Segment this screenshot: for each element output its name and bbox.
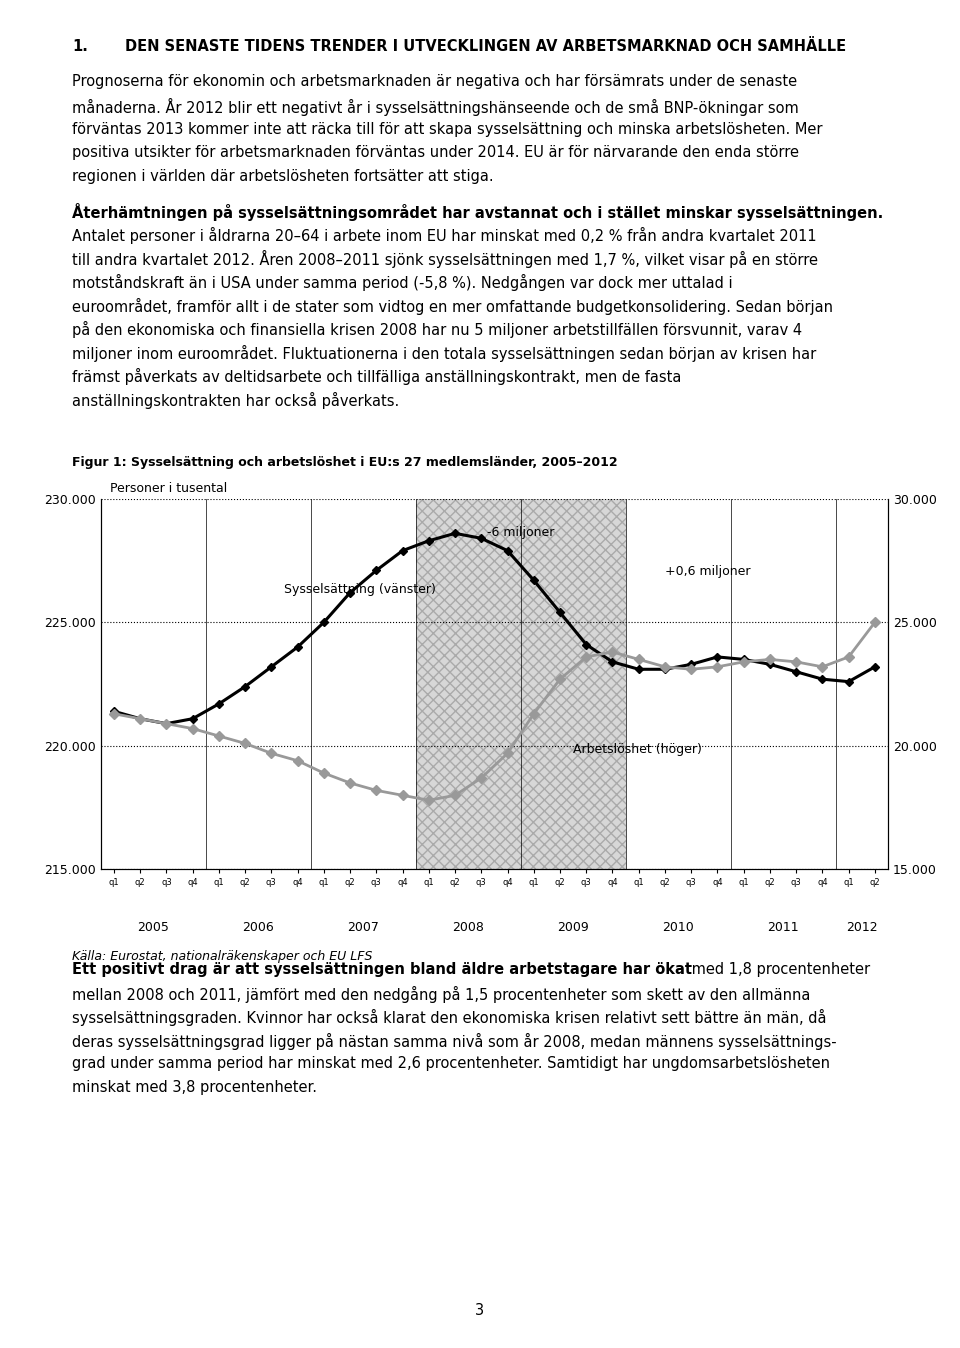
Text: på den ekonomiska och finansiella krisen 2008 har nu 5 miljoner arbetstillfällen: på den ekonomiska och finansiella krisen… [72,321,803,338]
Text: Antalet personer i åldrarna 20–64 i arbete inom EU har minskat med 0,2 % från an: Antalet personer i åldrarna 20–64 i arbe… [72,226,817,244]
Text: 3: 3 [475,1304,485,1318]
Text: förväntas 2013 kommer inte att räcka till för att skapa sysselsättning och minsk: förväntas 2013 kommer inte att räcka til… [72,121,823,136]
Text: 2012: 2012 [846,921,877,934]
Text: 2005: 2005 [137,921,169,934]
Text: 2006: 2006 [242,921,275,934]
Text: 1.: 1. [72,39,88,54]
Bar [416,499,626,869]
Text: motståndskraft än i USA under samma period (-5,8 %). Nedgången var dock mer utta: motståndskraft än i USA under samma peri… [72,274,732,291]
Text: Källa: Eurostat, nationalräkenskaper och EU LFS: Källa: Eurostat, nationalräkenskaper och… [72,950,372,964]
Text: Sysselsättning (vänster): Sysselsättning (vänster) [284,582,437,596]
Text: med 1,8 procentenheter: med 1,8 procentenheter [687,962,870,977]
Text: sysselsättningsgraden. Kvinnor har också klarat den ekonomiska krisen relativt s: sysselsättningsgraden. Kvinnor har också… [72,1010,827,1026]
Text: Prognoserna för ekonomin och arbetsmarknaden är negativa och har försämrats unde: Prognoserna för ekonomin och arbetsmarkn… [72,74,797,89]
Text: mellan 2008 och 2011, jämfört med den nedgång på 1,5 procentenheter som skett av: mellan 2008 och 2011, jämfört med den ne… [72,985,810,1003]
Text: anställningskontrakten har också påverkats.: anställningskontrakten har också påverka… [72,392,399,408]
Text: miljoner inom euroområdet. Fluktuationerna i den totala sysselsättningen sedan b: miljoner inom euroområdet. Fluktuationer… [72,345,816,361]
Bar [416,499,626,869]
Text: Arbetslöshet (höger): Arbetslöshet (höger) [573,743,702,756]
Text: månaderna. År 2012 blir ett negativt år i sysselsättningshänseende och de små BN: månaderna. År 2012 blir ett negativt år … [72,98,799,116]
Text: Återhämtningen på sysselsättningsområdet har avstannat och i stället minskar sys: Återhämtningen på sysselsättningsområdet… [72,204,883,221]
Text: 2011: 2011 [767,921,799,934]
Text: minskat med 3,8 procentenheter.: minskat med 3,8 procentenheter. [72,1080,317,1095]
Text: Ett positivt drag är att sysselsättningen bland äldre arbetstagare har ökat: Ett positivt drag är att sysselsättninge… [72,962,692,977]
Text: 2007: 2007 [348,921,379,934]
Text: till andra kvartalet 2012. Åren 2008–2011 sjönk sysselsättningen med 1,7 %, vilk: till andra kvartalet 2012. Åren 2008–201… [72,251,818,268]
Text: +0,6 miljoner: +0,6 miljoner [665,565,751,578]
Text: deras sysselsättningsgrad ligger på nästan samma nivå som år 2008, medan männens: deras sysselsättningsgrad ligger på näst… [72,1033,836,1050]
Text: 2008: 2008 [452,921,484,934]
Text: regionen i världen där arbetslösheten fortsätter att stiga.: regionen i världen där arbetslösheten fo… [72,168,493,183]
Text: Figur 1: Sysselsättning och arbetslöshet i EU:s 27 medlemsländer, 2005–2012: Figur 1: Sysselsättning och arbetslöshet… [72,456,617,469]
Text: positiva utsikter för arbetsmarknaden förväntas under 2014. EU är för närvarande: positiva utsikter för arbetsmarknaden fö… [72,146,799,160]
Text: DEN SENASTE TIDENS TRENDER I UTVECKLINGEN AV ARBETSMARKNAD OCH SAMHÄLLE: DEN SENASTE TIDENS TRENDER I UTVECKLINGE… [125,39,846,54]
Text: 2009: 2009 [557,921,589,934]
Text: 2010: 2010 [662,921,694,934]
Text: främst påverkats av deltidsarbete och tillfälliga anställningskontrakt, men de f: främst påverkats av deltidsarbete och ti… [72,368,682,386]
Text: -6 miljoner: -6 miljoner [487,526,554,539]
Text: grad under samma period har minskat med 2,6 procentenheter. Samtidigt har ungdom: grad under samma period har minskat med … [72,1057,830,1072]
Text: Personer i tusental: Personer i tusental [110,481,228,495]
Text: euroområdet, framför allt i de stater som vidtog en mer omfattande budgetkonsoli: euroområdet, framför allt i de stater so… [72,298,833,314]
